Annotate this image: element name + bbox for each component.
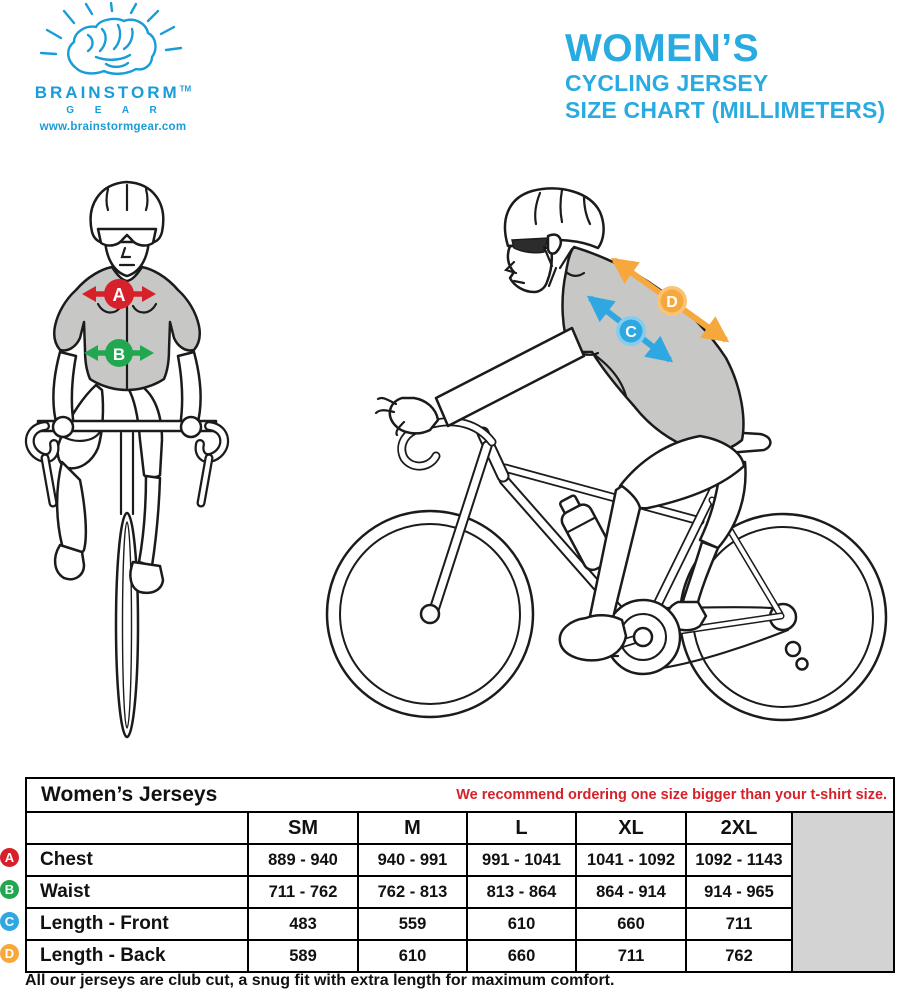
logo-brand-text: BRAINSTORMTM [34,83,192,102]
table-gray-spacer-column [790,811,896,973]
length-back-xl: 711 [575,939,687,973]
marker-C-label: C [625,324,637,341]
logo-sub-text: G E A R [66,105,166,116]
row-badge-D: D [0,944,19,963]
table-title-row: Women’s Jerseys We recommend ordering on… [24,777,896,813]
waist-sm: 711 - 762 [247,875,359,909]
row-label-chest: Chest [25,843,249,877]
length-back-2xl: 762 [685,939,793,973]
col-header-l: L [466,811,577,845]
waist-2xl: 914 - 965 [685,875,793,909]
row-badge-A: A [0,848,19,867]
marker-A-label: A [113,285,126,305]
title-line-2: CYCLING JERSEY [565,70,769,96]
waist-l: 813 - 864 [466,875,577,909]
length-back-m: 610 [357,939,468,973]
row-label-length-front: Length - Front [25,907,249,941]
marker-B-label: B [113,345,125,364]
table-row-chest: Chest 889 - 940 940 - 991 991 - 1041 104… [25,843,894,877]
table-row-length-back: Length - Back 589 610 660 711 762 [25,939,894,973]
row-badge-B: B [0,880,19,899]
marker-A-badge [104,279,134,309]
chest-l: 991 - 1041 [466,843,577,877]
length-front-xl: 660 [575,907,687,941]
marker-D-label: D [666,294,678,311]
table-title: Women’s Jerseys [41,783,218,806]
marker-C-badge [619,319,643,343]
chest-2xl: 1092 - 1143 [685,843,793,877]
col-header-sm: SM [247,811,359,845]
waist-m: 762 - 813 [357,875,468,909]
chest-xl: 1041 - 1092 [575,843,687,877]
row-label-waist: Waist [25,875,249,909]
waist-xl: 864 - 914 [575,875,687,909]
table-row-waist: Waist 711 - 762 762 - 813 813 - 864 864 … [25,875,894,909]
row-label-length-back: Length - Back [25,939,249,973]
length-back-l: 660 [466,939,577,973]
marker-B-badge [105,339,133,367]
logo-tm-mark: TM [179,84,192,94]
chest-m: 940 - 991 [357,843,468,877]
length-back-sm: 589 [247,939,359,973]
front-view-cyclist-illustration: A B [24,180,230,739]
length-front-2xl: 711 [685,907,793,941]
marker-A-chest: A [82,279,156,309]
front-sunglasses [96,227,158,247]
brainstorm-gear-logo: BRAINSTORMTM G E A R www.brainstormgear.… [18,1,208,133]
title-line-1: WOMEN’S [565,27,760,70]
size-header-empty-cell [25,811,249,845]
table-note: We recommend ordering one size bigger th… [456,787,888,803]
side-sunglasses [511,237,550,254]
col-header-xl: XL [575,811,687,845]
size-chart-table: Women’s Jerseys We recommend ordering on… [24,777,896,973]
length-front-l: 610 [466,907,577,941]
col-header-m: M [357,811,468,845]
title-line-3: SIZE CHART (MILLIMETERS) [565,97,886,123]
col-header-2xl: 2XL [685,811,793,845]
length-front-sm: 483 [247,907,359,941]
side-view-cyclist-illustration: D C [325,187,888,722]
row-badge-C: C [0,912,19,931]
length-front-m: 559 [357,907,468,941]
logo-url-text: www.brainstormgear.com [39,121,187,133]
footer-note: All our jerseys are club cut, a snug fit… [25,972,615,989]
table-row-length-front: Length - Front 483 559 610 660 711 [25,907,894,941]
marker-C-length-front: C [586,295,674,363]
page-title: WOMEN’S CYCLING JERSEY SIZE CHART (MILLI… [565,28,885,124]
chest-sm: 889 - 940 [247,843,359,877]
brain-logo-icon [39,1,183,75]
cyclist-measurement-diagram: A B [24,180,888,739]
marker-B-waist: B [84,339,154,367]
